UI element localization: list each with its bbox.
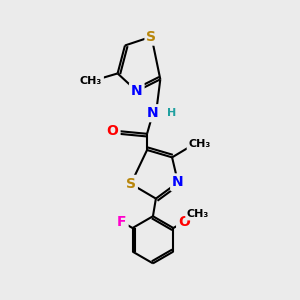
Text: N: N [147, 106, 159, 120]
Text: O: O [107, 124, 118, 138]
Text: CH₃: CH₃ [80, 76, 102, 86]
Text: N: N [131, 84, 142, 98]
Text: F: F [117, 215, 127, 229]
Text: O: O [178, 215, 190, 229]
Text: N: N [172, 176, 184, 189]
Text: S: S [146, 30, 157, 44]
Text: H: H [167, 108, 176, 118]
Text: CH₃: CH₃ [187, 209, 209, 219]
Text: S: S [126, 177, 136, 191]
Text: CH₃: CH₃ [188, 139, 211, 149]
